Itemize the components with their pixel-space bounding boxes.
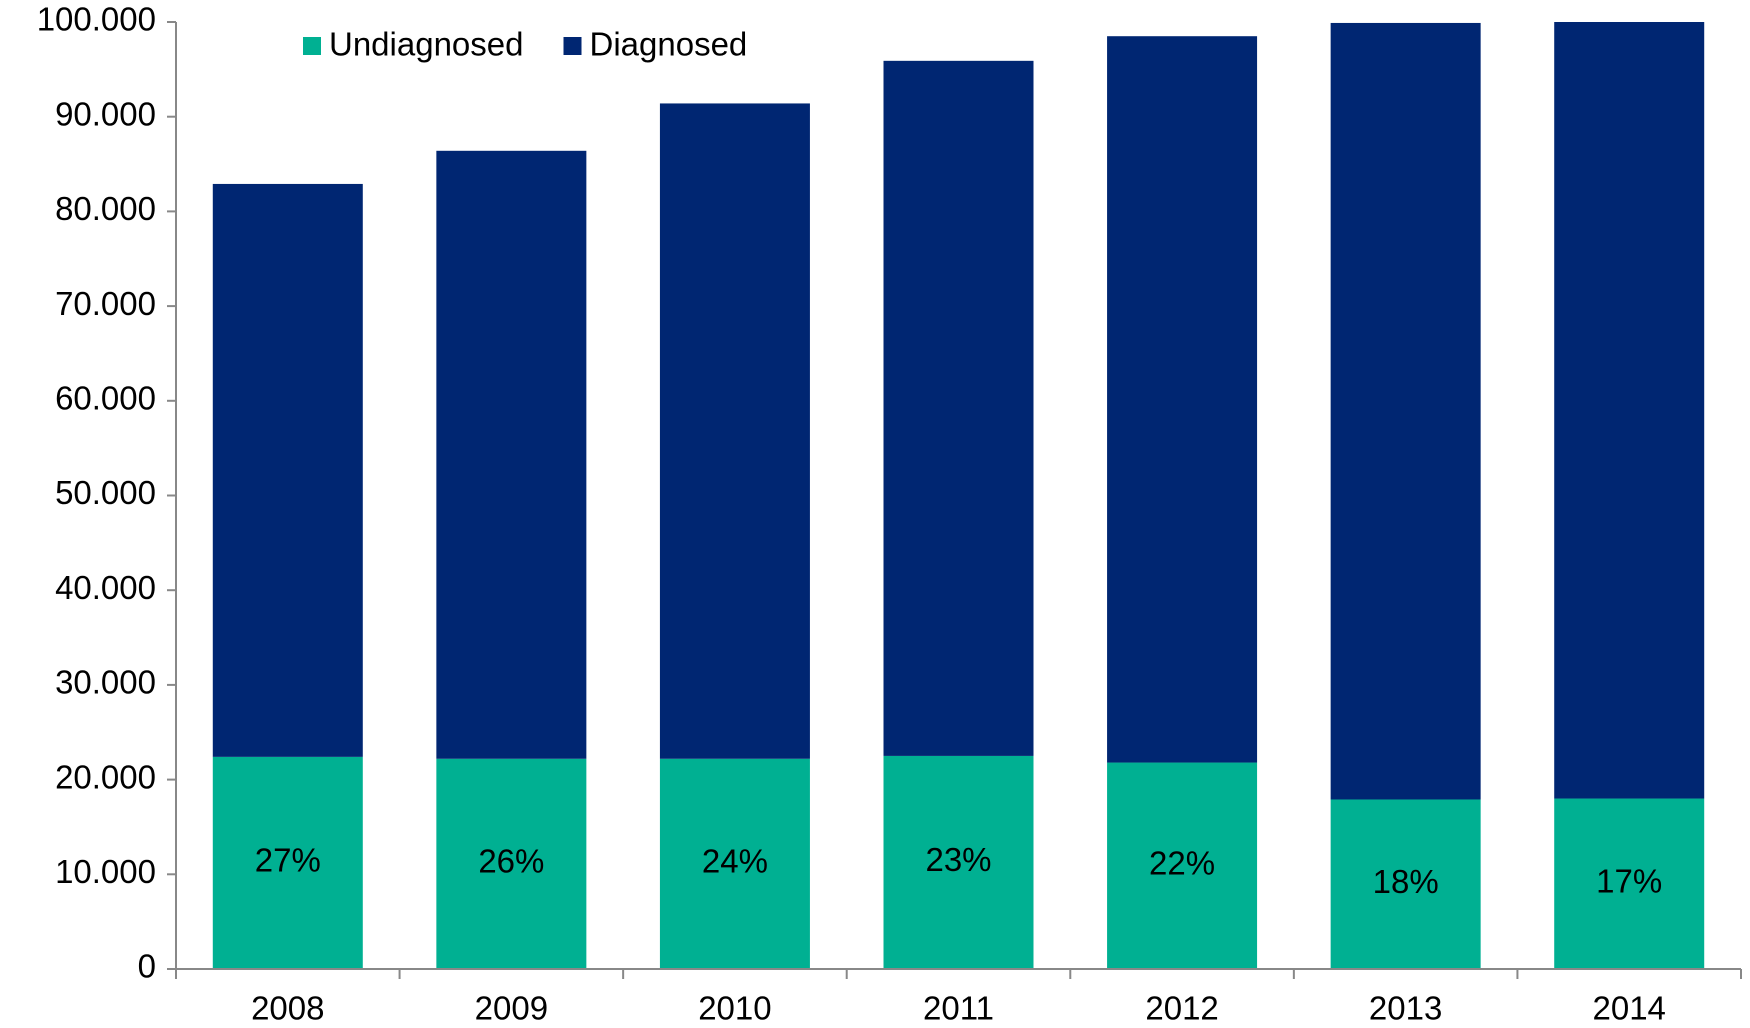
- y-tick-label: 70.000: [55, 285, 156, 322]
- bar-segment: [1554, 798, 1705, 969]
- y-tick-label: 10.000: [55, 853, 156, 890]
- x-tick-label: 2014: [1593, 990, 1666, 1027]
- bar-segment: [1554, 22, 1705, 799]
- legend-swatch: [563, 37, 582, 55]
- bar-segment: [659, 103, 810, 759]
- bar-segment: [1330, 22, 1481, 800]
- bar-segment: [436, 150, 587, 759]
- x-tick-label: 2008: [251, 990, 324, 1027]
- bar-segment: [1107, 36, 1258, 763]
- x-tick-label: 2009: [475, 990, 548, 1027]
- bar-segment: [883, 755, 1034, 969]
- x-tick-label: 2013: [1369, 990, 1442, 1027]
- bar-segment: [436, 758, 587, 969]
- percent-label: 26%: [478, 843, 544, 880]
- percent-label: 23%: [925, 841, 991, 878]
- bar-segment: [1330, 799, 1481, 969]
- percent-label: 17%: [1596, 862, 1662, 899]
- y-tick-label: 20.000: [55, 758, 156, 795]
- y-tick-label: 100.000: [37, 1, 156, 38]
- bar-segment: [659, 758, 810, 969]
- bar-segment: [212, 183, 363, 757]
- percent-label: 27%: [255, 842, 321, 879]
- bar-segment: [883, 60, 1034, 756]
- x-tick-label: 2011: [923, 990, 994, 1027]
- percent-label: 24%: [702, 843, 768, 880]
- x-tick-label: 2012: [1145, 990, 1218, 1027]
- legend-label: Diagnosed: [590, 26, 748, 63]
- y-tick-label: 90.000: [55, 95, 156, 132]
- percent-label: 18%: [1373, 863, 1439, 900]
- y-tick-label: 60.000: [55, 380, 156, 417]
- legend-swatch: [303, 37, 321, 55]
- y-tick-label: 30.000: [55, 664, 156, 701]
- bar-segment: [212, 756, 363, 969]
- y-tick-label: 50.000: [55, 474, 156, 511]
- legend-label: Undiagnosed: [329, 26, 524, 63]
- y-tick-label: 80.000: [55, 190, 156, 227]
- percent-label: 22%: [1149, 844, 1215, 881]
- bar-segment: [1107, 762, 1258, 969]
- y-tick-label: 0: [138, 948, 156, 985]
- x-tick-label: 2010: [698, 990, 771, 1027]
- y-tick-label: 40.000: [55, 569, 156, 606]
